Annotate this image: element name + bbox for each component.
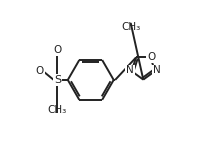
Text: O: O (36, 66, 44, 76)
Text: S: S (54, 75, 61, 85)
Text: N: N (126, 65, 134, 75)
Text: O: O (53, 45, 62, 55)
Text: CH₃: CH₃ (48, 104, 67, 115)
Text: N: N (153, 65, 160, 75)
Text: O: O (147, 52, 155, 62)
Text: CH₃: CH₃ (121, 22, 140, 32)
